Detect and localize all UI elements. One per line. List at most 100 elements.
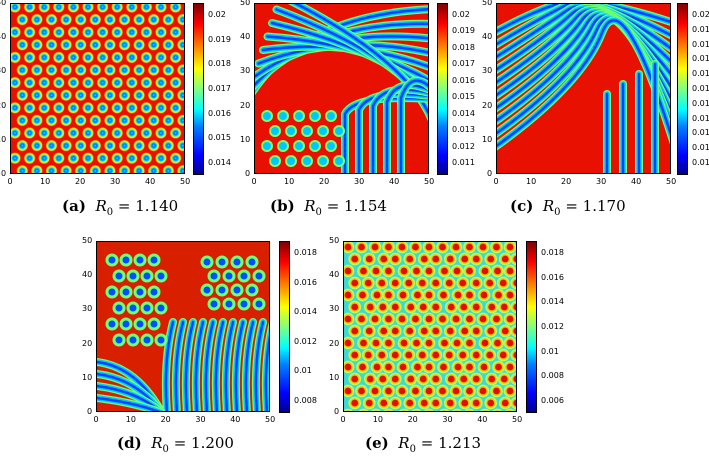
y-tick-label: 20: [240, 100, 251, 110]
y-tick-label: 40: [329, 270, 340, 280]
y-tick-label: 10: [240, 134, 251, 144]
colorbar-d: [279, 241, 290, 413]
y-tick-label: 30: [329, 304, 340, 314]
y-tick-label: 0: [245, 169, 251, 178]
heatmap-d: [96, 241, 270, 412]
heatmap-e: [343, 241, 517, 412]
colorbar-tick-label: 0.019: [692, 24, 709, 34]
colorbar-tick-label: 0.014: [452, 108, 475, 118]
colorbar-tick-label: 0.008: [294, 396, 317, 405]
y-tick-label: 40: [240, 32, 251, 42]
x-tick-label: 50: [512, 415, 523, 424]
x-tick-label: 20: [75, 177, 86, 186]
panel-e: 0.018 0.016 0.014 0.012 0.01 0.008 0.006 0 0 10 1…: [329, 237, 569, 458]
panel-d: 0.018 0.016 0.014 0.012 0.01 0.008 0 0 10 10 20 20…: [82, 237, 322, 458]
x-tick-label: 10: [125, 415, 136, 424]
colorbar-b: [437, 3, 448, 175]
colorbar-tick-label: 0.02: [208, 10, 226, 19]
x-tick-label: 0: [7, 177, 13, 186]
colorbar-c: [677, 3, 688, 175]
caption-c: (c) R0 = 1.170: [510, 197, 626, 218]
colorbar-tick-label: 0.018: [452, 42, 475, 52]
colorbar-tick-label: 0.01: [692, 158, 709, 167]
x-tick-label: 0: [93, 415, 99, 424]
x-tick-label: 30: [442, 415, 453, 424]
x-tick-label: 30: [195, 415, 206, 424]
colorbar-tick-label: 0.018: [541, 248, 564, 257]
x-tick-label: 50: [424, 177, 435, 186]
y-tick-label: 40: [82, 270, 93, 280]
panel-b: 0.02 0.019 0.018 0.017 0.016 0.015 0.014 0.013 0…: [240, 0, 480, 225]
x-tick-label: 30: [596, 177, 607, 186]
colorbar-tick-label: 0.012: [541, 322, 564, 331]
colorbar-tick-label: 0.008: [541, 371, 564, 381]
y-tick-label: 10: [329, 372, 340, 382]
colorbar-tick-label: 0.01: [541, 346, 559, 356]
x-tick-label: 50: [265, 415, 276, 424]
x-tick-label: 0: [340, 415, 346, 424]
x-tick-label: 0: [251, 177, 257, 186]
colorbar-tick-label: 0.01: [294, 366, 312, 376]
x-tick-label: 40: [631, 177, 642, 186]
y-tick-label: 50: [482, 0, 493, 7]
colorbar-tick-label: 0.011: [692, 143, 709, 153]
colorbar-tick-label: 0.019: [208, 34, 231, 44]
x-tick-label: 10: [372, 415, 383, 424]
colorbar-e: [526, 241, 537, 413]
colorbar-tick-label: 0.02: [452, 10, 470, 19]
y-tick-label: 10: [82, 372, 93, 382]
colorbar-tick-label: 0.017: [692, 54, 709, 64]
x-tick-label: 20: [407, 415, 418, 424]
colorbar-tick-label: 0.015: [692, 84, 709, 93]
x-tick-label: 20: [561, 177, 572, 186]
x-tick-label: 40: [389, 177, 400, 186]
x-tick-label: 40: [230, 415, 241, 424]
colorbar-tick-label: 0.016: [452, 75, 475, 85]
y-tick-label: 30: [240, 66, 251, 76]
colorbar-tick-label: 0.016: [541, 272, 564, 282]
x-tick-label: 50: [666, 177, 677, 186]
colorbar-tick-label: 0.012: [452, 141, 475, 151]
x-tick-label: 30: [110, 177, 121, 186]
y-tick-label: 20: [82, 338, 93, 348]
panel-a: 0.02 0.019 0.018 0.017 0.016 0.015 0.014 00 10 1…: [0, 0, 236, 225]
y-tick-label: 30: [82, 304, 93, 314]
colorbar-tick-label: 0.02: [692, 10, 709, 19]
y-tick-label: 0: [487, 169, 493, 178]
colorbar-tick-label: 0.006: [541, 396, 564, 405]
y-tick-label: 20: [329, 338, 340, 348]
y-tick-label: 0: [1, 169, 7, 178]
y-tick-label: 0: [87, 407, 93, 416]
heatmap-a: [10, 3, 185, 174]
colorbar-tick-label: 0.012: [294, 336, 317, 346]
caption-e: (e) R0 = 1.213: [365, 434, 482, 455]
y-tick-label: 30: [0, 66, 7, 76]
pattern-e: [344, 242, 516, 411]
colorbar-tick-label: 0.019: [452, 26, 475, 36]
colorbar-tick-label: 0.014: [692, 98, 709, 108]
x-tick-label: 10: [284, 177, 295, 186]
y-tick-label: 40: [0, 32, 7, 42]
heatmap-c: [496, 3, 671, 174]
colorbar-a: [193, 3, 204, 175]
pattern-a: [11, 4, 184, 173]
colorbar-tick-label: 0.016: [208, 108, 231, 118]
colorbar-tick-label: 0.014: [541, 297, 564, 307]
panel-c: 0.020.0190.0180.0170.0160.0150.0140.0130…: [482, 0, 709, 225]
y-tick-label: 50: [82, 236, 93, 245]
colorbar-tick-label: 0.012: [692, 128, 709, 138]
y-tick-label: 20: [0, 100, 7, 110]
x-tick-label: 40: [477, 415, 488, 424]
y-tick-label: 50: [240, 0, 251, 7]
colorbar-tick-label: 0.018: [294, 248, 317, 257]
x-tick-label: 20: [160, 415, 171, 424]
colorbar-tick-label: 0.011: [452, 158, 475, 167]
x-tick-label: 10: [40, 177, 51, 186]
y-tick-label: 10: [482, 134, 493, 144]
x-tick-label: 0: [493, 177, 499, 186]
colorbar-tick-label: 0.014: [208, 158, 231, 167]
heatmap-b: [254, 3, 429, 174]
colorbar-tick-label: 0.016: [692, 69, 709, 79]
x-tick-label: 10: [526, 177, 537, 186]
colorbar-tick-label: 0.015: [208, 133, 231, 143]
